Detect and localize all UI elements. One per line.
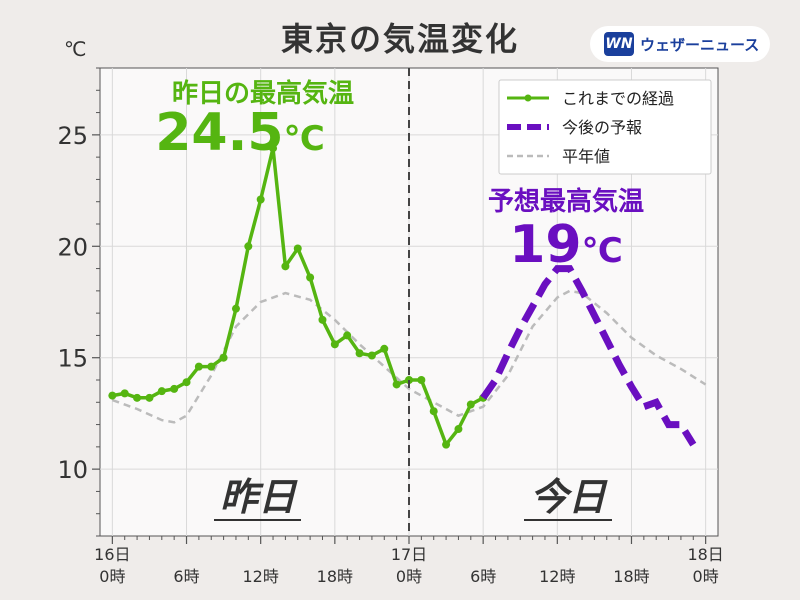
x-tick-label: 16日 [94,545,130,564]
past-point [108,391,117,400]
legend: これまでの経過 今後の予報 平年値 [498,79,712,175]
forecast-high-value: 19 [509,215,581,275]
past-point [429,407,438,416]
legend-forecast-label: 今後の予報 [562,118,642,137]
past-point [355,349,364,358]
past-point [145,393,154,402]
x-tick-label: 12時 [242,567,278,586]
yesterday-word: 昨日 [220,475,298,519]
forecast-high-label: 予想最高気温 [488,186,644,217]
x-tick-label: 6時 [470,567,496,586]
x-tick-label: 0時 [396,567,422,586]
past-point [306,273,315,282]
normal-line [111,289,707,424]
past-series [108,144,488,449]
y-tick-label: 20 [57,233,88,261]
brand-badge: WN ウェザーニュース [590,26,770,62]
past-point [120,389,129,398]
x-tick-label: 18時 [613,567,649,586]
y-tick-label: 15 [57,345,88,373]
past-point [318,315,327,324]
forecast-series [480,265,697,447]
forecast-line [480,265,697,447]
forecast-high-unit: ℃ [582,231,623,271]
legend-past-marker [524,94,532,102]
page-title: 東京の気温変化 [280,20,519,58]
axes: 10 15 20 25 16日 0時 6時 12時 18時 17日 0時 6時 12時 18時 18日 0時 [57,67,724,586]
past-point [182,378,191,387]
normal-series [111,289,707,424]
yesterday-high-value: 24.5 [155,103,283,163]
yesterday-high-value-group: 24.5℃ [155,103,324,163]
past-point [392,380,401,389]
past-point [466,400,475,409]
past-point [293,244,302,253]
today-word: 今日 [530,475,608,519]
past-point [454,425,463,434]
past-point [157,387,166,396]
x-tick-label: 17日 [391,545,427,564]
yesterday-high-label: 昨日の最高気温 [172,78,354,109]
past-point [442,440,451,449]
y-tick-label: 10 [57,456,88,484]
legend-past-label: これまでの経過 [562,89,674,108]
past-point [219,353,228,362]
x-tick-label: 12時 [539,567,575,586]
past-point [170,384,179,393]
past-point [417,376,426,384]
past-point [256,195,265,204]
y-tick-label: 25 [57,122,88,150]
weathernews-logo-icon: WN [604,32,634,56]
brand-name: ウェザーニュース [640,35,760,54]
past-point [281,262,290,271]
past-point [343,331,352,340]
x-tick-label: 0時 [99,567,125,586]
past-point [207,362,216,371]
past-point [244,242,253,251]
past-point [380,344,389,353]
legend-normal-label: 平年値 [562,147,610,166]
x-tick-label: 18時 [317,567,353,586]
x-tick-label: 18日 [687,545,723,564]
past-point [133,393,142,402]
x-tick-label: 0時 [693,567,719,586]
past-point [231,304,240,313]
past-point [269,144,278,153]
past-point [330,340,339,349]
forecast-high-value-group: 19℃ [509,215,623,275]
yesterday-high-unit: ℃ [284,119,325,159]
y-axis-unit: ℃ [64,37,86,61]
past-point [194,362,203,371]
x-tick-label: 6時 [173,567,199,586]
legend-box [498,79,712,175]
past-point [367,351,376,360]
